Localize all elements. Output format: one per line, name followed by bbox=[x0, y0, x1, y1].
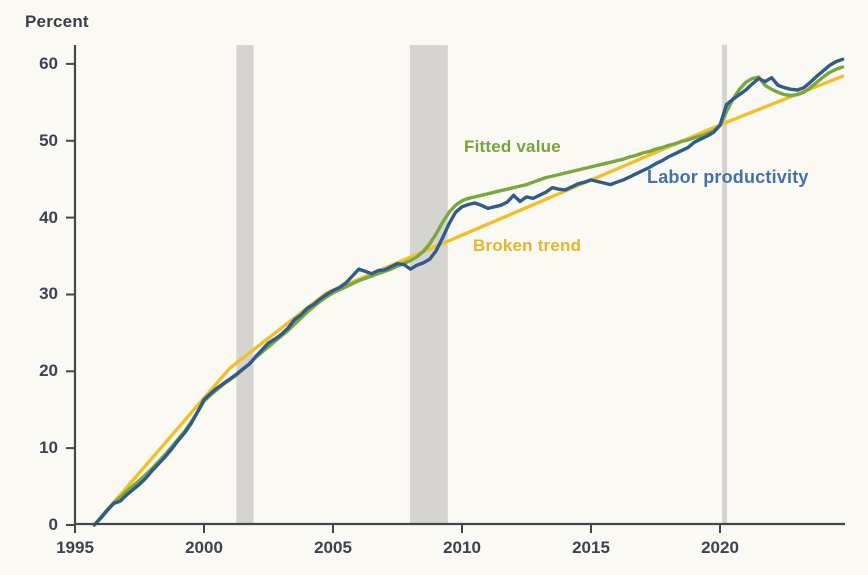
x-tick-label-2005: 2005 bbox=[314, 538, 352, 557]
axes-group bbox=[66, 45, 845, 533]
y-tick-label-60: 60 bbox=[39, 54, 58, 73]
recession-bands-group bbox=[236, 45, 727, 524]
x-tick-label-2010: 2010 bbox=[443, 538, 481, 557]
recession-band-2 bbox=[409, 45, 448, 524]
broken-trend-series-label: Broken trend bbox=[473, 236, 582, 255]
y-tick-label-30: 30 bbox=[39, 284, 58, 303]
y-tick-label-0: 0 bbox=[48, 515, 58, 534]
x-tick-label-2020: 2020 bbox=[701, 538, 739, 557]
y-tick-label-40: 40 bbox=[39, 208, 58, 227]
tick-marks-group bbox=[66, 62, 721, 533]
recession-band-3 bbox=[722, 45, 727, 524]
recession-band-1 bbox=[236, 45, 254, 524]
y-tick-label-10: 10 bbox=[39, 438, 58, 457]
series-line-fitted-value bbox=[92, 65, 845, 527]
x-tick-label-2000: 2000 bbox=[185, 538, 223, 557]
x-tick-label-2015: 2015 bbox=[572, 538, 610, 557]
x-tick-label-1995: 1995 bbox=[56, 538, 94, 557]
labor-productivity-series-label: Labor productivity bbox=[647, 167, 809, 187]
series-lines-group bbox=[92, 57, 845, 527]
y-axis-unit-label: Percent bbox=[25, 12, 89, 31]
y-tick-label-20: 20 bbox=[39, 361, 58, 380]
y-tick-label-50: 50 bbox=[39, 131, 58, 150]
series-line-labor-productivity bbox=[92, 57, 845, 527]
fitted-value-series-label: Fitted value bbox=[464, 137, 561, 156]
